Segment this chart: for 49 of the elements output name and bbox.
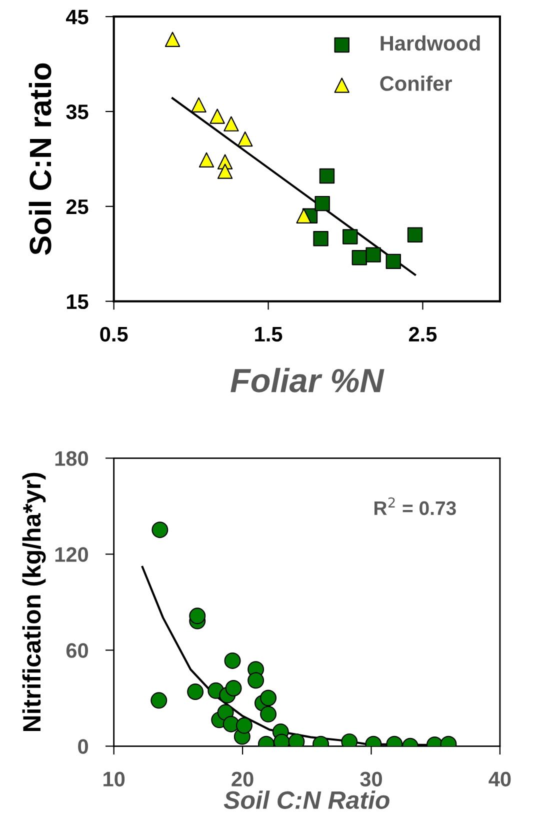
point bbox=[164, 32, 180, 47]
point bbox=[198, 152, 214, 168]
point bbox=[152, 522, 168, 538]
point bbox=[319, 168, 335, 184]
point bbox=[260, 690, 277, 706]
point bbox=[187, 684, 204, 700]
x-tick-label: 0.5 bbox=[100, 326, 128, 342]
point bbox=[352, 250, 368, 266]
point bbox=[191, 97, 206, 112]
point bbox=[248, 672, 264, 689]
y-tick-label: 0 bbox=[78, 739, 88, 754]
x-tick-label: 10 bbox=[104, 772, 125, 786]
point bbox=[342, 229, 358, 244]
point bbox=[217, 164, 233, 179]
legend-label: Hardwood bbox=[380, 35, 480, 51]
y-tick-label: 25 bbox=[66, 199, 88, 214]
y-axis-title: Nitrification (kg/ha*yr) bbox=[22, 472, 46, 732]
point bbox=[386, 254, 401, 270]
x-tick-label: 1.5 bbox=[255, 327, 282, 342]
annotation: R$^{2}$ = 0.73 bbox=[374, 497, 456, 516]
y-tick-label: 180 bbox=[55, 451, 88, 466]
y-tick-label: 120 bbox=[55, 547, 88, 562]
point bbox=[210, 108, 225, 124]
point bbox=[222, 716, 240, 732]
x-tick-label: 2.5 bbox=[408, 326, 437, 342]
point bbox=[238, 131, 253, 147]
point bbox=[225, 680, 242, 696]
point bbox=[260, 706, 277, 722]
y-tick-label: 35 bbox=[66, 104, 88, 120]
point bbox=[224, 652, 241, 669]
x-axis-title: Foliar %N bbox=[230, 368, 384, 392]
x-tick-label: 30 bbox=[360, 772, 382, 786]
point bbox=[407, 227, 423, 242]
point bbox=[296, 208, 312, 224]
point bbox=[150, 692, 168, 709]
point bbox=[313, 231, 328, 246]
point bbox=[189, 608, 206, 624]
y-tick-label: 45 bbox=[66, 10, 88, 24]
point bbox=[314, 196, 330, 212]
point bbox=[366, 247, 381, 262]
x-tick-label: 40 bbox=[488, 772, 511, 786]
legend-label: Conifer bbox=[380, 76, 452, 91]
y-tick-label: 60 bbox=[66, 643, 88, 658]
x-axis-title: Soil C:N Ratio bbox=[224, 790, 390, 809]
point bbox=[236, 717, 252, 734]
x-tick-label: 20 bbox=[232, 772, 254, 786]
y-axis-title: Soil C:N ratio bbox=[28, 63, 52, 255]
y-tick-label: 15 bbox=[66, 294, 88, 310]
point bbox=[224, 116, 239, 132]
